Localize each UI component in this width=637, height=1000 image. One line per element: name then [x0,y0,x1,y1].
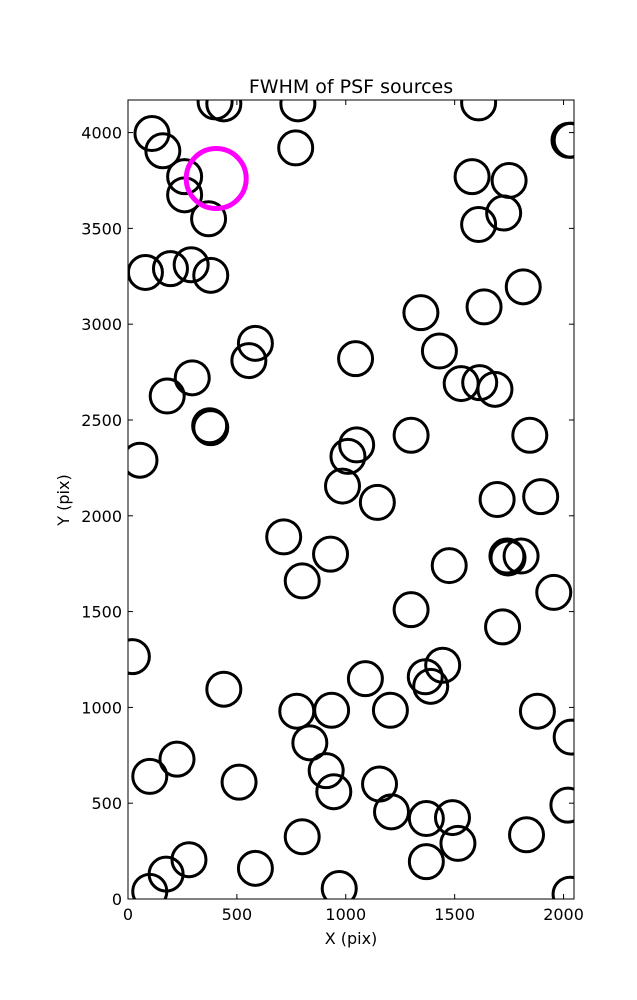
source-marker-20 [460,100,498,122]
y-tick-label: 3000 [81,315,122,334]
source-marker-24 [460,206,498,244]
source-marker-40 [358,483,396,521]
source-marker-72 [407,800,445,838]
source-marker-75 [508,816,546,854]
y-tick-label: 0 [112,890,122,909]
source-marker-73 [433,799,471,837]
source-marker-30 [337,340,375,378]
source-marker-8 [190,200,228,238]
source-marker-42 [522,478,560,516]
source-marker-44 [312,535,350,573]
source-marker-81 [407,843,445,881]
y-tick-label: 4000 [81,124,122,143]
source-marker-14 [230,342,268,380]
source-marker-18 [192,409,230,447]
x-tick-label: 500 [222,905,253,924]
source-marker-2 [196,100,234,121]
source-marker-46 [430,547,468,585]
x-tick-label: 2000 [543,905,584,924]
source-marker-37 [338,426,376,464]
source-marker-57 [412,667,450,705]
source-marker-48 [489,539,527,577]
source-marker-25 [465,288,503,326]
source-marker-61 [371,691,409,729]
source-marker-53 [128,638,151,676]
source-marker-1 [144,132,182,170]
source-marker-43 [265,518,303,556]
source-marker-54 [205,670,243,708]
source-marker-27 [504,268,542,306]
highlighted-source-marker [183,146,249,212]
source-marker-49 [502,537,540,575]
x-tick-label: 1000 [325,905,366,924]
source-marker-80 [236,849,274,887]
source-marker-38 [329,437,367,475]
source-marker-26 [402,294,440,332]
y-tick-label: 2500 [81,411,122,430]
source-marker-52 [484,608,522,646]
source-marker-5 [277,129,315,167]
source-marker-6 [166,158,204,196]
y-tick-label: 1000 [81,698,122,717]
y-tick-label: 2000 [81,507,122,526]
x-axis-label: X (pix) [325,929,378,948]
x-axis-ticks: 0 500 1000 1500 2000 [123,100,584,924]
source-marker-9 [128,253,164,291]
source-marker-55 [346,660,384,698]
source-marker-58 [424,646,462,684]
x-tick-label: 0 [123,905,133,924]
source-marker-34 [476,370,514,408]
source-marker-71 [373,793,411,831]
source-marker-3 [205,100,243,123]
source-marker-15 [173,359,211,397]
source-marker-65 [158,740,196,778]
source-marker-13 [236,324,274,362]
source-marker-10 [151,250,189,288]
source-marker-11 [172,246,210,284]
source-marker-51 [392,591,430,629]
plot-frame [127,99,575,900]
source-marker-63 [552,718,574,756]
source-marker-35 [392,416,430,454]
x-tick-label: 1500 [434,905,475,924]
source-marker-41 [478,481,516,518]
source-marker-68 [307,752,345,790]
source-marker-83 [320,869,358,899]
chart-title: FWHM of PSF sources [249,76,453,98]
source-marker-29 [552,121,574,159]
source-marker-4 [279,100,317,123]
y-axis-label: Y (pix) [54,474,73,526]
source-marker-74 [439,824,477,862]
source-marker-36 [511,416,549,454]
source-marker-45 [283,562,321,600]
source-marker-19 [128,441,159,479]
source-marker-64 [291,724,329,762]
source-marker-62 [518,692,556,730]
source-marker-76 [549,786,574,824]
source-marker-60 [313,691,351,729]
source-marker-32 [442,365,480,403]
source-marker-67 [220,763,258,801]
source-marker-84 [551,875,574,899]
source-marker-12 [192,256,230,294]
source-marker-69 [315,773,353,811]
y-tick-label: 1500 [81,603,122,622]
source-marker-22 [490,161,528,199]
source-marker-31 [420,332,458,370]
y-tick-label: 500 [91,794,122,813]
source-marker-50 [535,573,573,611]
source-marker-78 [170,841,208,879]
source-marker-66 [131,757,169,795]
source-marker-82 [131,872,169,899]
source-markers [128,100,574,899]
source-marker-39 [324,467,362,505]
source-marker-23 [485,194,523,232]
y-tick-label: 3500 [81,219,122,238]
y-axis-ticks: 0 500 1000 1500 2000 2500 3000 3500 4000 [81,124,574,909]
source-marker-16 [148,377,186,415]
source-marker-21 [453,158,491,196]
source-marker-77 [283,818,321,856]
source-marker-59 [278,692,316,730]
